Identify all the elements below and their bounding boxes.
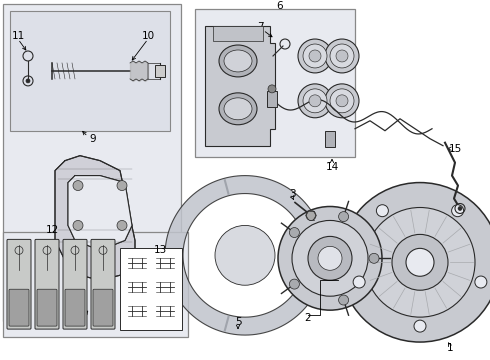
Circle shape [330, 89, 354, 113]
Bar [3, 233, 188, 337]
Text: 2: 2 [305, 313, 311, 323]
Circle shape [376, 205, 389, 217]
Circle shape [452, 205, 464, 217]
Ellipse shape [219, 93, 257, 125]
Circle shape [303, 89, 327, 113]
Circle shape [278, 207, 382, 310]
Text: 7: 7 [257, 22, 263, 32]
Text: 8: 8 [80, 315, 86, 325]
Text: 4: 4 [339, 277, 345, 287]
Circle shape [298, 84, 332, 118]
Bar [325, 131, 335, 147]
Circle shape [215, 225, 275, 285]
Circle shape [117, 181, 127, 190]
Text: 12: 12 [46, 225, 59, 235]
FancyBboxPatch shape [7, 239, 31, 329]
Circle shape [290, 279, 299, 289]
Polygon shape [165, 176, 320, 335]
FancyBboxPatch shape [9, 289, 29, 326]
FancyBboxPatch shape [35, 239, 59, 329]
Circle shape [336, 95, 348, 107]
FancyBboxPatch shape [91, 239, 115, 329]
Circle shape [292, 220, 368, 296]
Circle shape [339, 295, 348, 305]
Ellipse shape [219, 45, 257, 77]
Circle shape [308, 237, 352, 280]
Text: 11: 11 [11, 31, 24, 41]
Circle shape [475, 276, 487, 288]
Circle shape [303, 44, 327, 68]
Text: 13: 13 [153, 246, 167, 255]
Circle shape [353, 276, 365, 288]
Circle shape [406, 248, 434, 276]
Text: 3: 3 [289, 189, 295, 198]
Circle shape [117, 220, 127, 230]
Circle shape [458, 207, 462, 211]
Circle shape [309, 50, 321, 62]
Circle shape [290, 228, 299, 238]
Circle shape [325, 84, 359, 118]
Circle shape [73, 181, 83, 190]
Text: 1: 1 [447, 343, 453, 353]
Polygon shape [55, 156, 135, 280]
FancyBboxPatch shape [37, 289, 57, 326]
Circle shape [365, 207, 475, 317]
Circle shape [73, 220, 83, 230]
FancyBboxPatch shape [63, 239, 87, 329]
Bar [3, 4, 181, 321]
Circle shape [298, 39, 332, 73]
Bar [267, 91, 277, 107]
Circle shape [392, 234, 448, 290]
Text: 14: 14 [325, 162, 339, 172]
FancyBboxPatch shape [65, 289, 85, 326]
Ellipse shape [224, 98, 252, 120]
Text: 10: 10 [142, 31, 154, 41]
Text: 15: 15 [448, 144, 462, 154]
Text: 6: 6 [277, 1, 283, 11]
Bar [155, 65, 165, 77]
Polygon shape [68, 176, 132, 250]
Bar [120, 248, 182, 330]
Polygon shape [205, 26, 275, 146]
Bar [195, 9, 355, 157]
Circle shape [414, 320, 426, 332]
Text: 9: 9 [90, 134, 97, 144]
Circle shape [26, 79, 30, 83]
Circle shape [330, 44, 354, 68]
Circle shape [325, 39, 359, 73]
FancyBboxPatch shape [93, 289, 113, 326]
Circle shape [369, 253, 379, 263]
Text: 5: 5 [235, 317, 241, 327]
Circle shape [309, 95, 321, 107]
Circle shape [306, 211, 316, 220]
Circle shape [268, 85, 276, 93]
Circle shape [318, 246, 342, 270]
Bar [213, 26, 263, 41]
Ellipse shape [224, 50, 252, 72]
Circle shape [336, 50, 348, 62]
Circle shape [340, 183, 490, 342]
Bar [10, 11, 170, 131]
Circle shape [339, 212, 348, 222]
